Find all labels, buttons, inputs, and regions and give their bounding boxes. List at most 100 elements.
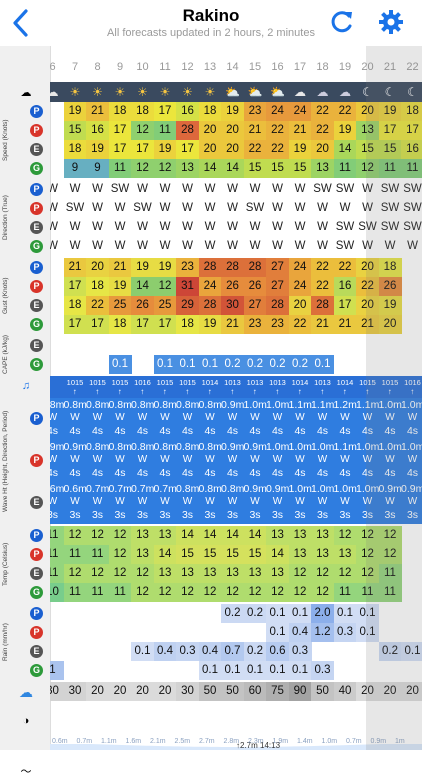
model-badge[interactable]: E <box>30 567 43 580</box>
model-badge[interactable]: P <box>30 607 43 620</box>
rain-cell: 0.4 <box>288 623 312 642</box>
wave-height-cell: 0.8m <box>108 399 132 411</box>
model-badge[interactable]: P <box>30 454 43 467</box>
wave-height-cell: 1.0m <box>401 399 422 411</box>
model-badge[interactable]: G <box>30 318 43 331</box>
wave-height-cell: 1.1m <box>333 441 357 453</box>
model-badge[interactable]: G <box>30 664 43 677</box>
sun-icon: ☀ <box>204 85 216 99</box>
wind-speed-cell: 22 <box>266 140 289 159</box>
wave-period-cell: 3s <box>136 509 149 521</box>
cape-cell: 0.2 <box>243 355 267 374</box>
wave-height-cell: 0.9m <box>221 441 245 453</box>
cloud-cover-cell: 20 <box>401 682 422 701</box>
model-badge[interactable]: E <box>30 339 43 352</box>
model-badge[interactable]: P <box>30 412 43 425</box>
wave-height-cell: 0.6m <box>50 483 65 495</box>
wind-direction-cell: SW <box>245 202 265 214</box>
rain-cell: 0.2 <box>243 604 267 623</box>
cape-cell <box>356 355 379 374</box>
gust-cell <box>50 315 64 334</box>
model-badge[interactable]: P <box>30 626 43 639</box>
model-badge[interactable]: E <box>30 496 43 509</box>
cape-cell: 0.2 <box>266 355 289 374</box>
rain-cell: 0.1 <box>333 604 357 623</box>
temperature-cell: 12 <box>356 545 379 564</box>
wave-period-cell: 3s <box>114 509 126 521</box>
cape-cell: 0.1 <box>108 355 132 374</box>
hour-label: 19 <box>338 61 352 73</box>
wind-speed-cell: 22 <box>311 121 334 140</box>
rain-cell: 0.2 <box>378 642 402 661</box>
pressure-cell: 1015 <box>111 378 129 387</box>
gust-cell: 23 <box>176 258 199 277</box>
wave-period-cell: 4s <box>384 467 396 479</box>
gust-cell: 21 <box>311 315 334 334</box>
forecast-grid[interactable]: 6 7 8 9 10 11 12 13 14 15 16 17 18 19 20 21 22 ☁ ☀ ☀ ☀ ☀ ☀ ☀ ☀ ⛅ ⛅… <box>50 46 422 750</box>
wave-period-cell: 4s <box>271 467 284 479</box>
gear-icon[interactable] <box>378 9 404 35</box>
wave-direction-cell: W <box>227 496 238 507</box>
wind-speed-cell <box>50 159 64 178</box>
wind-speed-cell: 17 <box>131 140 154 159</box>
wave-period-cell: 4s <box>384 425 396 437</box>
wind-speed-cell: 17 <box>153 102 177 121</box>
wave-period-cell: 3s <box>339 509 351 521</box>
model-badge[interactable]: G <box>30 162 43 175</box>
gust-cell: 24 <box>288 277 312 296</box>
wind-direction-cell: SW <box>335 240 355 252</box>
rain-cell: 2.0 <box>311 604 334 623</box>
refresh-icon[interactable] <box>330 10 354 34</box>
back-chevron-icon[interactable] <box>10 8 32 38</box>
wind-direction-cell: W <box>272 183 283 195</box>
model-badge[interactable]: P <box>30 105 43 118</box>
rain-cell <box>131 661 154 680</box>
tide-height-tick: 1.0m <box>321 738 338 745</box>
wave-period-cell: 4s <box>226 467 239 479</box>
wind-direction-cell: W <box>294 202 306 214</box>
wind-speed-cell: 18 <box>108 102 132 121</box>
model-badge[interactable]: P <box>30 548 43 561</box>
model-badge[interactable]: E <box>30 645 43 658</box>
wind-direction-cell: SW <box>335 183 355 195</box>
wave-height-cell: 0.9m <box>50 441 65 453</box>
model-badge[interactable]: P <box>30 280 43 293</box>
model-badge[interactable]: E <box>30 143 43 156</box>
pressure-cell: 1015 <box>381 378 399 387</box>
wind-direction-cell: W <box>249 221 261 233</box>
model-badge[interactable]: E <box>30 221 43 234</box>
rain-cell <box>109 604 132 623</box>
wave-height-cell: 0.8m <box>153 441 177 453</box>
wave-direction-cell: W <box>160 454 170 465</box>
gust-cell: 12 <box>153 277 177 296</box>
gust-cell: 20 <box>86 258 109 277</box>
rain-cell: 1 <box>50 661 64 680</box>
temperature-cell: 13 <box>176 564 199 583</box>
model-badge[interactable]: P <box>30 183 43 196</box>
model-badge[interactable]: P <box>30 202 43 215</box>
temperature-cell: 11 <box>63 545 87 564</box>
group-label-gust: Gust (Knots) <box>2 277 9 315</box>
rain-cell <box>50 604 64 623</box>
model-badge[interactable]: P <box>30 124 43 137</box>
wind-speed-cell: 14 <box>221 159 244 178</box>
temperature-cell <box>401 545 422 564</box>
pressure-trend-icon: ↑ <box>162 387 167 396</box>
model-badge[interactable]: G <box>30 240 43 253</box>
model-badge[interactable]: E <box>30 299 43 312</box>
wind-direction-cell: W <box>317 240 328 252</box>
wave-period-cell: 4s <box>69 425 81 437</box>
model-badge[interactable]: P <box>30 529 43 542</box>
rain-cell <box>401 623 422 642</box>
model-badge[interactable]: G <box>30 586 43 599</box>
wind-direction-cell: W <box>69 240 81 252</box>
model-badge[interactable]: P <box>30 261 43 274</box>
temperature-cell: 11 <box>378 583 402 602</box>
temperature-cell: 12 <box>131 583 154 602</box>
wave-period-cell: 4s <box>159 425 171 437</box>
model-badge[interactable]: G <box>30 358 43 371</box>
rain-cell: 0.1 <box>131 642 154 661</box>
wind-direction-cell: SW <box>380 183 400 195</box>
wind-direction-cell: SW <box>403 202 422 214</box>
tide-height-tick: 2.8m <box>223 738 240 745</box>
